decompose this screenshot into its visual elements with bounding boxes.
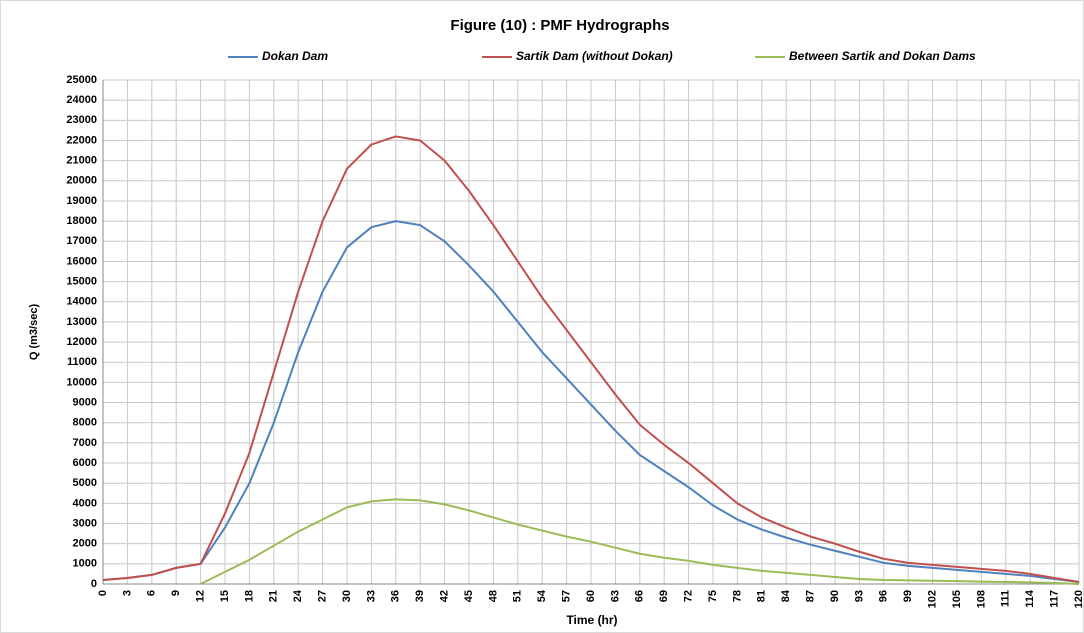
y-tick-label: 21000 (66, 155, 97, 167)
x-tick-label: 78 (731, 590, 743, 602)
x-tick-label: 9 (170, 590, 182, 596)
x-tick-label: 51 (512, 590, 524, 602)
y-tick-label: 10000 (66, 376, 97, 388)
x-tick-label: 117 (1049, 590, 1061, 608)
x-tick-label: 24 (292, 589, 304, 602)
x-tick-label: 99 (902, 590, 914, 602)
x-tick-label: 27 (317, 590, 329, 602)
y-tick-label: 15000 (66, 276, 97, 288)
x-tick-label: 84 (780, 589, 792, 602)
y-tick-label: 20000 (66, 175, 97, 187)
series-line (102, 220, 1080, 583)
x-tick-label: 66 (634, 590, 646, 602)
y-tick-label: 14000 (66, 296, 97, 308)
x-tick-label: 102 (927, 590, 939, 608)
x-tick-label: 57 (561, 590, 573, 602)
x-axis-label: Time (hr) (566, 613, 617, 627)
series-line (102, 135, 1080, 583)
y-tick-label: 25000 (66, 74, 97, 86)
x-tick-label: 108 (975, 590, 987, 608)
x-tick-label: 54 (536, 589, 548, 602)
y-tick-label: 24000 (66, 94, 97, 106)
x-tick-label: 90 (829, 590, 841, 602)
y-tick-label: 1000 (73, 558, 97, 570)
y-tick-label: 5000 (73, 477, 97, 489)
x-tick-label: 81 (756, 590, 768, 602)
x-tick-label: 39 (414, 590, 426, 602)
y-tick-label: 7000 (73, 437, 97, 449)
x-tick-label: 45 (463, 590, 475, 602)
x-tick-label: 87 (805, 590, 817, 602)
y-tick-label: 17000 (66, 235, 97, 247)
series-line (200, 498, 1080, 585)
y-tick-label: 9000 (73, 396, 97, 408)
y-tick-label: 4000 (73, 497, 97, 509)
x-tick-label: 105 (951, 590, 963, 608)
x-tick-label: 75 (707, 590, 719, 602)
legend-label: Between Sartik and Dokan Dams (789, 49, 976, 63)
x-tick-label: 18 (243, 590, 255, 602)
y-tick-label: 19000 (66, 195, 97, 207)
x-tick-label: 30 (341, 590, 353, 602)
x-tick-label: 3 (121, 590, 133, 596)
y-tick-label: 16000 (66, 255, 97, 267)
x-tick-label: 0 (97, 590, 109, 596)
x-tick-label: 15 (219, 590, 231, 602)
x-tick-label: 6 (146, 590, 158, 596)
y-tick-label: 23000 (66, 114, 97, 126)
x-tick-label: 111 (1000, 590, 1012, 607)
x-tick-label: 63 (609, 590, 621, 602)
y-tick-label: 13000 (66, 316, 97, 328)
x-tick-label: 93 (853, 590, 865, 602)
x-tick-label: 69 (658, 590, 670, 602)
y-tick-label: 18000 (66, 215, 97, 227)
y-tick-label: 22000 (66, 134, 97, 146)
y-tick-label: 2000 (73, 538, 97, 550)
y-tick-label: 6000 (73, 457, 97, 469)
x-tick-label: 72 (683, 590, 695, 602)
y-tick-label: 3000 (73, 517, 97, 529)
y-tick-label: 8000 (73, 417, 97, 429)
y-tick-label: 0 (91, 578, 97, 590)
chart-title: Figure (10) : PMF Hydrographs (450, 17, 669, 34)
x-tick-label: 33 (365, 590, 377, 602)
x-tick-label: 12 (195, 590, 207, 602)
x-tick-label: 21 (268, 590, 280, 602)
x-tick-label: 120 (1073, 590, 1084, 608)
y-tick-label: 11000 (67, 356, 97, 368)
x-tick-label: 48 (487, 590, 499, 602)
y-tick-label: 12000 (66, 336, 97, 348)
x-tick-label: 114 (1024, 589, 1036, 608)
legend-label: Sartik Dam (without Dokan) (516, 49, 673, 63)
legend-label: Dokan Dam (262, 49, 328, 63)
x-tick-label: 36 (390, 590, 402, 602)
x-tick-label: 42 (439, 590, 451, 602)
x-tick-label: 60 (585, 590, 597, 602)
x-tick-label: 96 (878, 590, 890, 602)
y-axis-label: Q (m3/sec) (28, 304, 40, 361)
